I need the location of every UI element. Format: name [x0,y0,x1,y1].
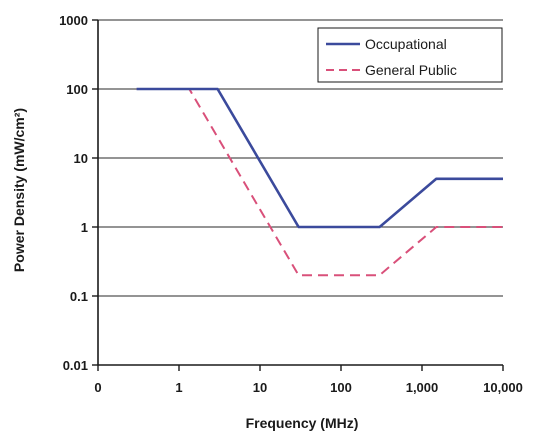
legend-box [317,27,503,83]
x-tick-label-3: 100 [330,380,352,395]
y-tick-label-2: 1 [81,220,88,235]
x-tick-label-4: 1,000 [406,380,439,395]
legend-label-general-public: General Public [365,62,457,78]
chart-legend: Occupational General Public [317,27,503,83]
data-series [136,87,503,277]
x-tick-label-0: 0 [94,380,101,395]
y-tick-label-1: 0.1 [70,289,88,304]
series-line-general-public [136,88,503,277]
legend-label-occupational: Occupational [365,36,447,52]
tick-labels: 0.01 0.1 1 10 100 1000 0 1 10 100 1,000 10,000 [59,13,523,395]
x-tick-label-5: 10,000 [483,380,523,395]
x-tick-label-2: 10 [253,380,267,395]
y-axis-title: Power Density (mW/cm²) [11,108,27,272]
y-tick-label-3: 10 [74,151,88,166]
x-tick-label-1: 1 [175,380,182,395]
y-tick-label-4: 100 [66,82,88,97]
axes [97,20,503,366]
x-axis-title: Frequency (MHz) [246,415,359,431]
y-tick-label-5: 1000 [59,13,88,28]
y-tick-label-0: 0.01 [63,358,88,373]
series-line-occupational [136,87,503,229]
